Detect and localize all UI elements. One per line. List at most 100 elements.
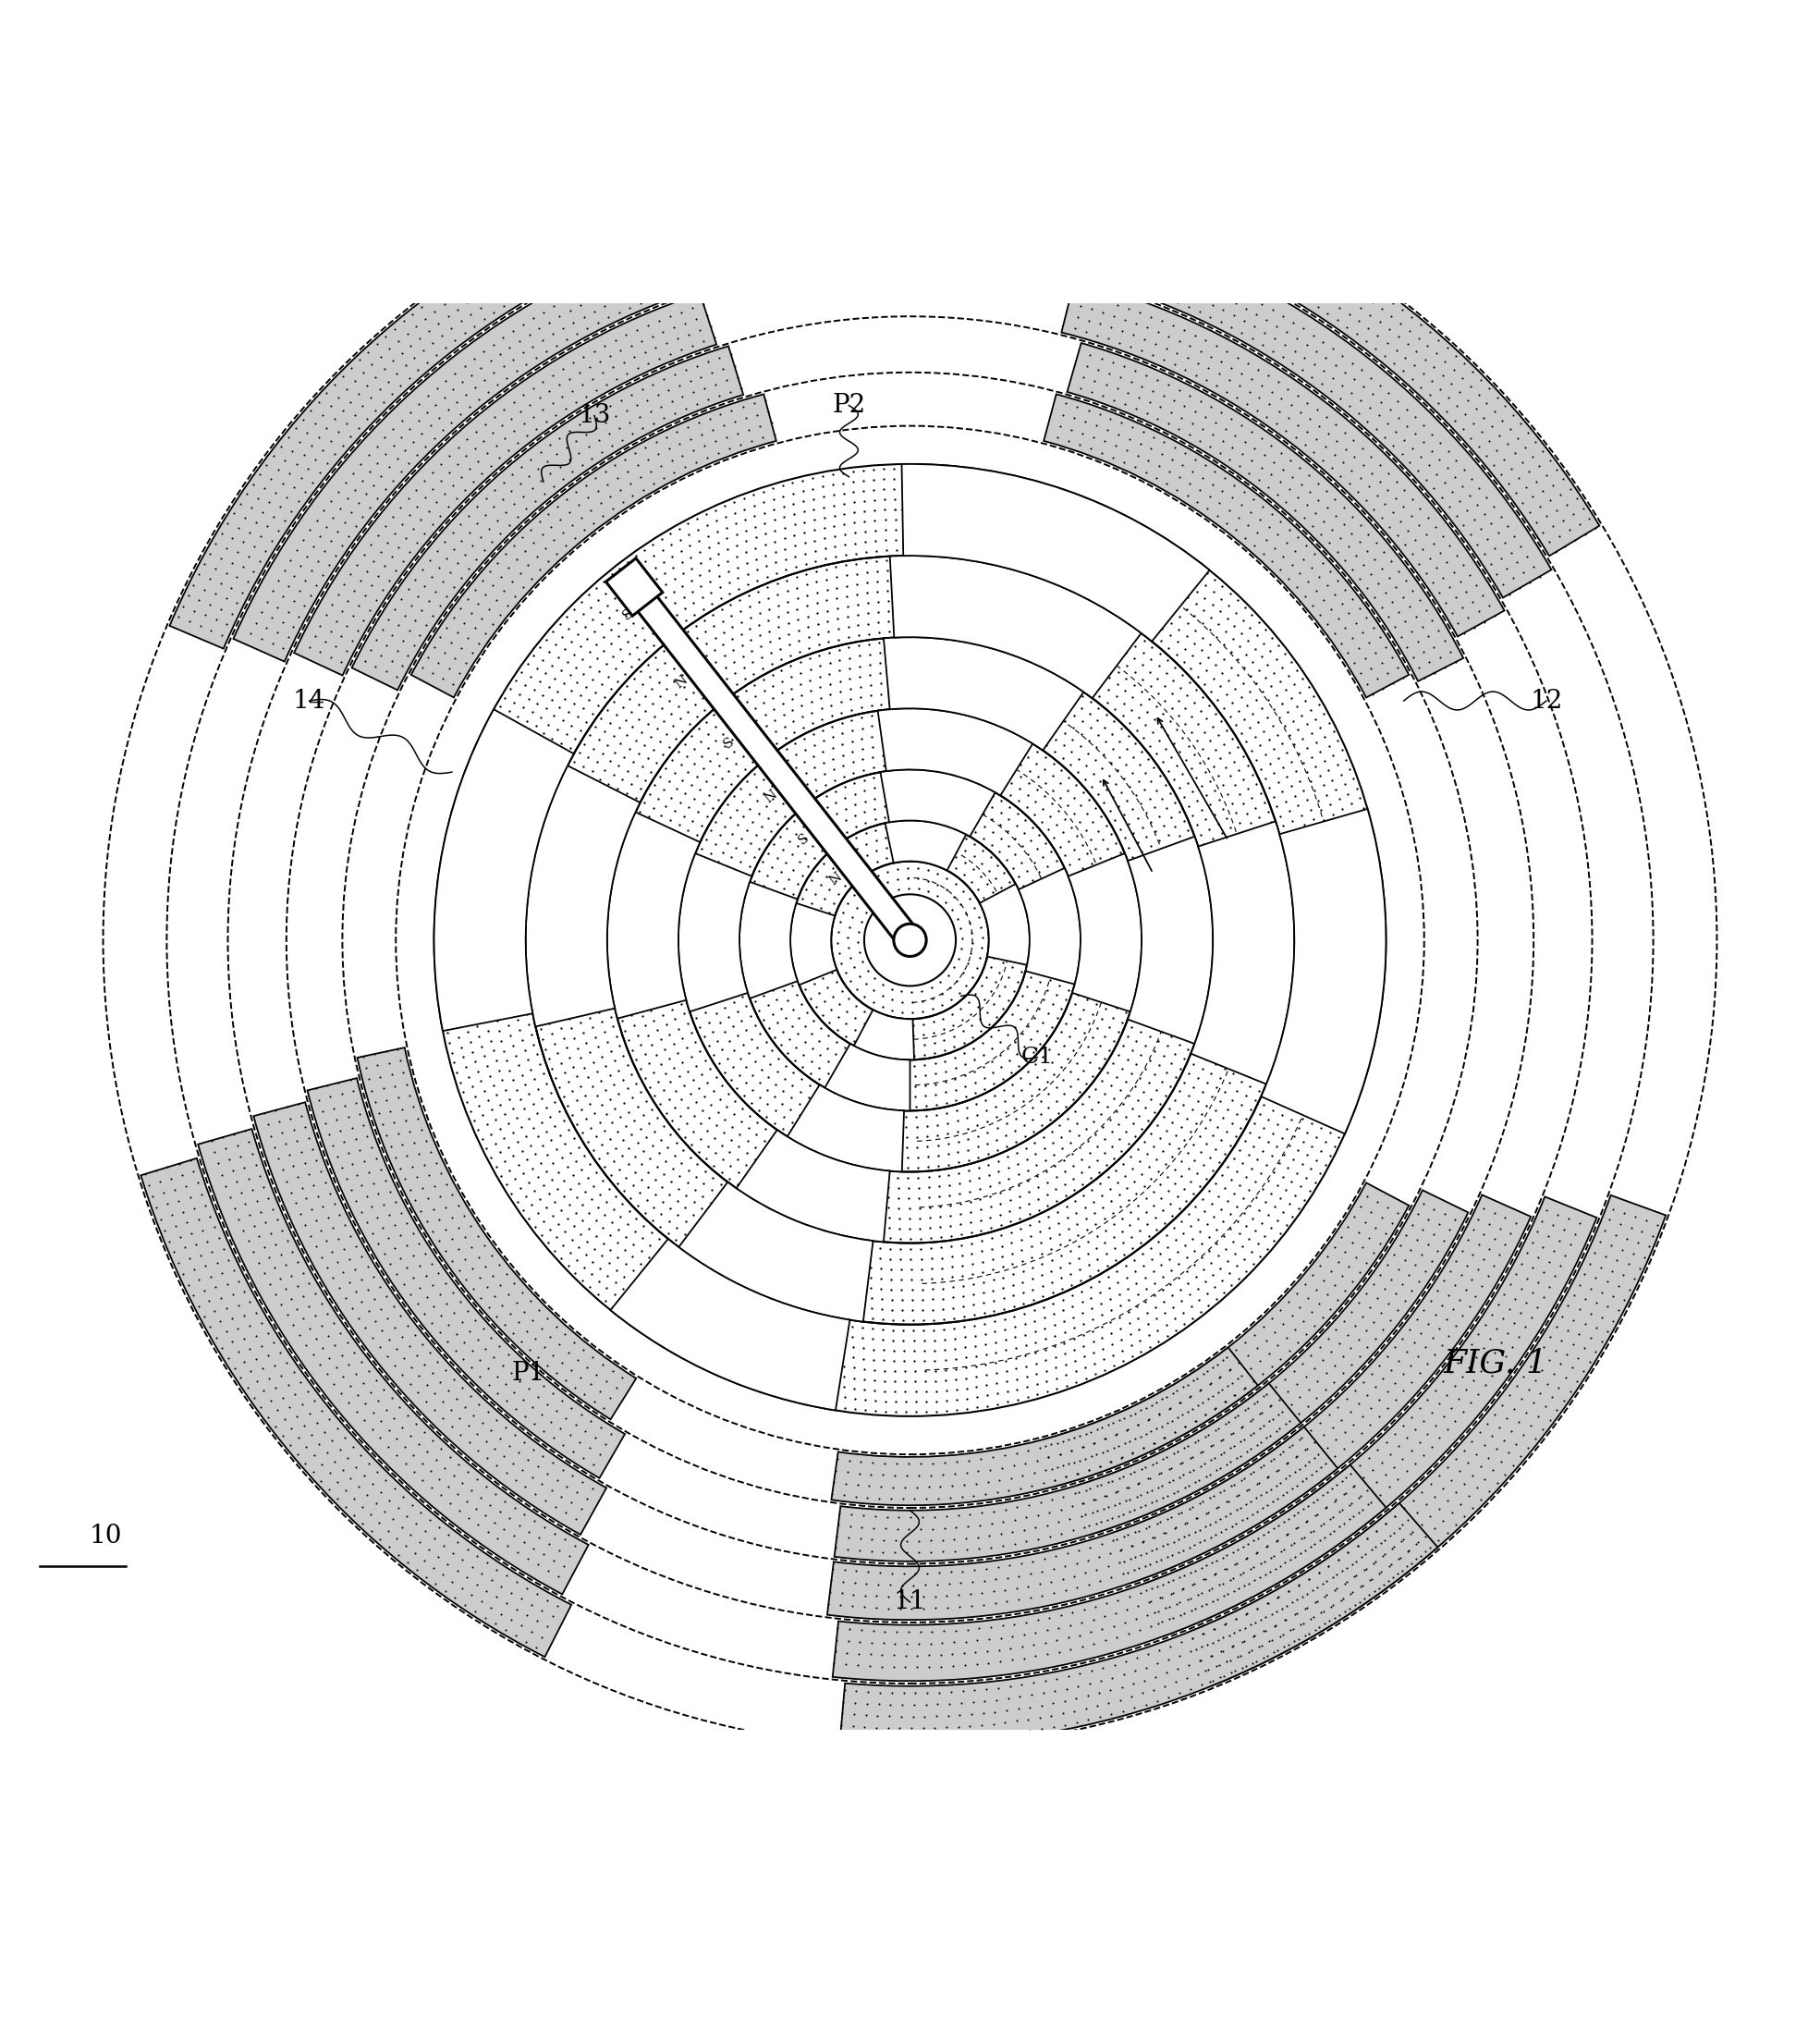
Point (824, 624, 854, 657)
Point (213, 1244, 242, 1277)
Point (1374, 1470, 1403, 1502)
Point (1008, 1086, 1037, 1118)
Point (1165, 614, 1194, 646)
Point (1052, 1460, 1081, 1492)
Point (1279, 728, 1309, 760)
Point (1216, 636, 1245, 669)
Point (877, 1303, 906, 1336)
Point (1480, 1197, 1509, 1230)
Point (1105, 228, 1134, 260)
Point (903, 1651, 932, 1683)
Point (364, 374, 393, 407)
Point (519, 870, 548, 903)
Point (679, 1063, 708, 1096)
Point (504, 842, 533, 874)
Point (1154, 1242, 1183, 1275)
Point (759, 1118, 788, 1151)
Point (304, 386, 333, 419)
Point (1254, 1102, 1283, 1134)
Point (1265, 1413, 1294, 1445)
Point (832, 815, 861, 848)
Point (928, 1262, 957, 1295)
Point (546, 951, 575, 984)
Point (1241, 720, 1270, 752)
Point (375, 331, 404, 364)
Point (759, 1289, 788, 1321)
Point (1223, 232, 1252, 264)
Point (1123, 545, 1152, 577)
Point (357, 529, 386, 561)
Point (992, 1586, 1021, 1618)
Point (1434, 529, 1463, 561)
Point (1321, 994, 1350, 1027)
Point (1010, 1643, 1039, 1675)
Point (1145, 801, 1174, 834)
Point (1230, 825, 1259, 858)
Point (866, 1470, 895, 1502)
Point (670, 307, 699, 340)
Point (1179, 1047, 1208, 1080)
Point (1429, 1366, 1458, 1399)
Point (1081, 1358, 1110, 1391)
Point (1234, 1008, 1263, 1041)
Point (690, 1021, 719, 1053)
Point (477, 1238, 506, 1271)
Point (526, 1183, 555, 1216)
Point (286, 1136, 315, 1169)
Point (462, 736, 491, 768)
Point (937, 1250, 966, 1283)
Point (768, 1271, 797, 1303)
Point (830, 1380, 859, 1413)
Text: FIG. 1: FIG. 1 (1443, 1348, 1547, 1378)
Point (657, 697, 686, 730)
Point (1201, 697, 1230, 730)
Point (460, 768, 490, 801)
Point (941, 1041, 970, 1073)
Point (1239, 1248, 1269, 1281)
Point (1227, 1492, 1256, 1525)
Point (1261, 1608, 1290, 1641)
Point (1358, 831, 1387, 864)
Point (1263, 1084, 1292, 1116)
Point (1043, 618, 1072, 651)
Point (790, 927, 819, 960)
Point (253, 1317, 282, 1350)
Point (1014, 1165, 1043, 1197)
Point (1221, 1334, 1250, 1366)
Point (1052, 1202, 1081, 1234)
Point (1389, 1409, 1418, 1441)
Point (1059, 834, 1088, 866)
Point (459, 858, 488, 890)
Point (1138, 1474, 1167, 1506)
Point (442, 1010, 471, 1043)
Point (1179, 1145, 1208, 1177)
Point (1227, 618, 1256, 651)
Point (1205, 842, 1234, 874)
Point (275, 1429, 304, 1462)
Point (1249, 1450, 1278, 1482)
Point (979, 1067, 1008, 1100)
Point (721, 1216, 750, 1248)
Point (246, 1391, 275, 1423)
Point (1039, 1330, 1068, 1362)
Point (302, 569, 331, 602)
Point (781, 1031, 810, 1063)
Point (753, 988, 783, 1021)
Point (972, 1378, 1001, 1411)
Point (883, 583, 912, 616)
Point (723, 1071, 752, 1104)
Point (1059, 1084, 1088, 1116)
Point (935, 608, 965, 640)
Point (1001, 1342, 1030, 1374)
Point (1298, 319, 1327, 352)
Point (1547, 1323, 1576, 1356)
Point (1491, 527, 1520, 559)
Point (491, 681, 521, 714)
Point (613, 823, 642, 856)
Point (1048, 1077, 1077, 1110)
Point (1121, 618, 1150, 651)
Point (475, 913, 504, 945)
Point (1085, 258, 1114, 291)
Point (200, 553, 229, 586)
Point (1412, 1382, 1441, 1415)
